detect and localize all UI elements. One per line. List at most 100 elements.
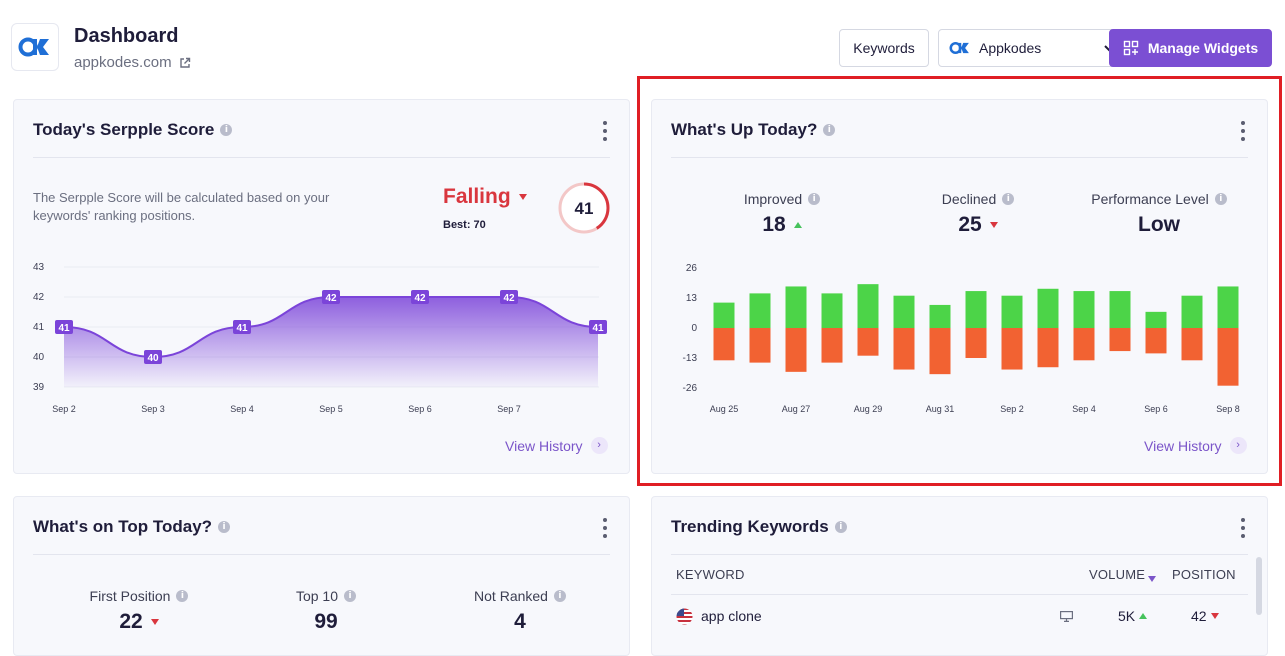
whats-up-card-title: What's Up Today? i (671, 120, 836, 140)
manage-widgets-label: Manage Widgets (1147, 40, 1259, 56)
column-header-keyword[interactable]: KEYWORD (676, 567, 745, 582)
serpple-score-card: Today's Serpple Score i The Serpple Scor… (13, 99, 630, 474)
top10-value: 99 (314, 610, 338, 633)
serpple-card-title: Today's Serpple Score i (33, 120, 233, 140)
y-tick-label: 13 (686, 293, 698, 304)
volume-header-label[interactable]: VOLUME (1089, 567, 1146, 582)
y-tick-label: -26 (683, 383, 698, 394)
y-tick-label: 26 (686, 263, 698, 274)
us-flag-icon (676, 608, 693, 625)
view-history-label[interactable]: View History (505, 437, 583, 454)
declined-bar (1037, 328, 1059, 368)
whats-on-top-card: What's on Top Today? i First Position i 2… (13, 496, 630, 656)
x-tick-label: Sep 3 (141, 404, 165, 414)
y-tick-label: 39 (33, 382, 45, 393)
view-history-link[interactable]: View History › (1144, 437, 1247, 454)
x-tick-label: Sep 2 (52, 404, 76, 414)
page-title: Dashboard (74, 25, 179, 47)
info-icon[interactable]: i (344, 590, 357, 602)
info-icon[interactable]: i (1214, 193, 1227, 205)
view-history-link[interactable]: View History › (505, 437, 608, 454)
improved-bar (1001, 295, 1023, 328)
data-label-badge (589, 320, 607, 334)
external-link-icon[interactable] (179, 57, 191, 69)
trend-down-icon (150, 619, 159, 625)
manage-widgets-button[interactable]: Manage Widgets (1109, 29, 1272, 67)
serpple-trend: Falling (443, 185, 527, 209)
column-header-volume[interactable]: VOLUME (1089, 567, 1157, 582)
first-position-label: First Position (89, 588, 171, 604)
whats-up-title-text: What's Up Today? (671, 120, 818, 139)
declined-label: Declined (941, 191, 997, 207)
trending-card-title: Trending Keywords i (671, 517, 847, 537)
description-line: The Serpple Score will be calculated bas… (33, 190, 330, 205)
score-arc (558, 182, 610, 234)
top10-label: Top 10 (295, 588, 339, 604)
x-tick-label: Sep 6 (1144, 404, 1168, 414)
table-row[interactable]: app clone 5K 42 (652, 602, 1252, 632)
declined-bar (965, 328, 987, 358)
improved-bar (1181, 295, 1203, 328)
improved-bar (1109, 291, 1131, 328)
widgets-grid-icon (1123, 40, 1139, 56)
appkodes-logo-icon (949, 41, 969, 55)
sort-desc-icon[interactable] (1148, 575, 1157, 582)
arrow-right-icon[interactable]: › (590, 437, 608, 454)
y-tick-label: 0 (691, 323, 697, 334)
more-options-icon[interactable] (602, 518, 608, 538)
first-position-stat: First Position i 22 (69, 588, 209, 634)
trend-down-icon (1210, 613, 1219, 619)
volume-cell: 5K (1118, 608, 1148, 624)
account-name: Appkodes (979, 40, 1042, 56)
trend-text: Falling (443, 185, 511, 208)
declined-stat: Declined i 25 (908, 191, 1048, 237)
arrow-right-icon[interactable]: › (1229, 437, 1247, 454)
not-ranked-value: 4 (514, 610, 526, 633)
declined-value: 25 (958, 213, 982, 236)
scrollbar[interactable] (1256, 557, 1262, 615)
domain-text[interactable]: appkodes.com (74, 54, 172, 71)
info-icon[interactable]: i (553, 590, 566, 602)
account-select[interactable]: Appkodes (938, 29, 1129, 67)
data-label-badge (55, 320, 73, 334)
more-options-icon[interactable] (602, 121, 608, 141)
declined-bar (821, 328, 843, 363)
column-header-position[interactable]: POSITION (1172, 567, 1236, 582)
declined-bar (929, 328, 951, 375)
keyword-text[interactable]: app clone (701, 608, 762, 624)
declined-bar (749, 328, 771, 363)
appkodes-logo-icon (18, 37, 49, 57)
performance-label: Performance Level (1091, 191, 1209, 207)
improved-bar (857, 284, 879, 328)
whats-up-today-card: What's Up Today? i Improved i 18 Declined… (651, 99, 1268, 474)
data-label-badge (233, 320, 251, 334)
trending-keywords-card: Trending Keywords i KEYWORD VOLUME POSIT… (651, 496, 1268, 656)
site-domain[interactable]: appkodes.com (74, 54, 191, 71)
declined-bar (1145, 328, 1167, 354)
declined-bar (857, 328, 879, 356)
info-icon[interactable]: i (1002, 193, 1015, 205)
info-icon[interactable]: i (176, 590, 189, 602)
improved-value: 18 (762, 213, 786, 236)
data-label: 42 (325, 293, 337, 304)
x-tick-label: Aug 27 (782, 404, 811, 414)
keywords-button[interactable]: Keywords (839, 29, 929, 67)
data-label: 42 (503, 293, 515, 304)
info-icon[interactable]: i (218, 521, 231, 533)
info-icon[interactable]: i (220, 124, 233, 136)
info-icon[interactable]: i (823, 124, 836, 136)
view-history-label[interactable]: View History (1144, 437, 1222, 454)
divider (33, 157, 610, 158)
x-tick-label: Sep 4 (230, 404, 254, 414)
area-fill (64, 297, 598, 387)
improved-bar (1073, 291, 1095, 328)
serpple-description: The Serpple Score will be calculated bas… (33, 189, 329, 225)
more-options-icon[interactable] (1240, 121, 1246, 141)
info-icon[interactable]: i (808, 193, 821, 205)
declined-bar (1073, 328, 1095, 361)
score-value: 41 (575, 199, 594, 218)
x-tick-label: Sep 2 (1000, 404, 1024, 414)
improved-bar (893, 295, 915, 328)
more-options-icon[interactable] (1240, 518, 1246, 538)
info-icon[interactable]: i (834, 521, 847, 533)
